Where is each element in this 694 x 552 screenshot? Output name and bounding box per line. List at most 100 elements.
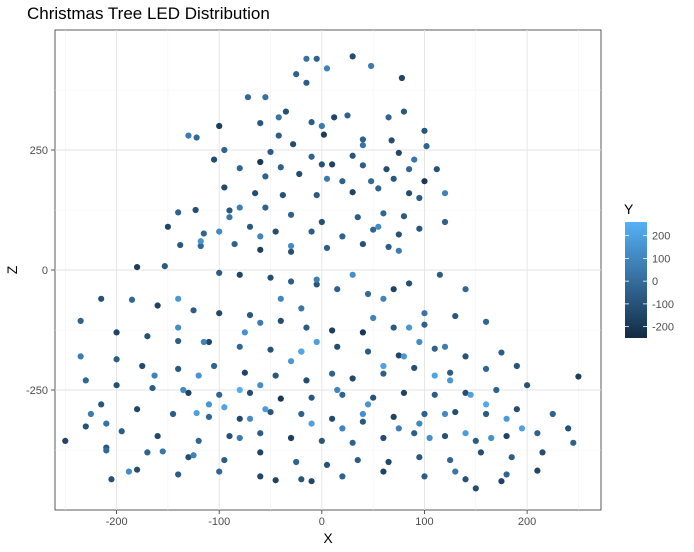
data-point bbox=[236, 343, 243, 350]
data-point bbox=[441, 343, 449, 350]
data-point bbox=[359, 142, 366, 149]
data-point bbox=[313, 281, 320, 288]
data-point bbox=[216, 122, 223, 130]
data-point bbox=[293, 458, 300, 466]
data-point bbox=[395, 231, 402, 238]
data-point bbox=[308, 228, 315, 235]
data-point bbox=[244, 94, 252, 101]
data-point bbox=[423, 143, 430, 150]
data-point bbox=[175, 324, 182, 331]
data-point bbox=[390, 286, 397, 293]
data-point bbox=[257, 120, 264, 127]
x-axis: -200 -100 0 100 200 bbox=[106, 510, 536, 528]
data-point bbox=[477, 449, 485, 456]
data-point bbox=[339, 178, 346, 185]
data-point bbox=[323, 65, 331, 72]
data-point bbox=[323, 175, 331, 182]
x-tick-label: 0 bbox=[319, 516, 325, 528]
data-point bbox=[359, 162, 366, 169]
data-point bbox=[262, 173, 269, 180]
data-point bbox=[400, 108, 408, 115]
data-point bbox=[380, 370, 387, 377]
data-point bbox=[195, 372, 202, 379]
data-point bbox=[364, 348, 372, 355]
data-point bbox=[493, 386, 500, 394]
data-point bbox=[331, 114, 338, 121]
data-point bbox=[431, 391, 438, 398]
data-point bbox=[421, 127, 428, 134]
data-point bbox=[134, 264, 141, 271]
data-point bbox=[221, 456, 228, 464]
data-point bbox=[303, 324, 310, 331]
data-point bbox=[98, 401, 105, 408]
data-point bbox=[246, 415, 254, 422]
data-point bbox=[416, 225, 423, 232]
data-point bbox=[462, 476, 469, 483]
data-point bbox=[298, 410, 305, 418]
data-point bbox=[359, 410, 366, 418]
data-point bbox=[359, 329, 366, 336]
data-point bbox=[193, 409, 200, 417]
data-point bbox=[405, 166, 413, 173]
data-point bbox=[87, 410, 95, 418]
data-point bbox=[205, 413, 213, 420]
data-point bbox=[416, 338, 423, 346]
data-point bbox=[334, 386, 341, 394]
data-point bbox=[216, 269, 223, 276]
data-point bbox=[134, 406, 141, 413]
data-point bbox=[349, 375, 356, 382]
data-point bbox=[334, 286, 341, 293]
data-point bbox=[380, 434, 387, 442]
data-point bbox=[349, 53, 356, 60]
data-point bbox=[262, 94, 269, 101]
data-point bbox=[144, 333, 151, 340]
data-point bbox=[339, 473, 346, 480]
data-point bbox=[257, 430, 264, 437]
data-point bbox=[303, 55, 310, 62]
data-point bbox=[313, 192, 320, 199]
data-point bbox=[303, 377, 310, 384]
data-point bbox=[108, 476, 115, 483]
x-tick-label: 100 bbox=[415, 516, 433, 528]
data-point bbox=[364, 401, 372, 408]
data-point bbox=[462, 286, 469, 293]
data-point bbox=[447, 377, 454, 384]
data-point bbox=[231, 240, 238, 248]
data-point bbox=[134, 466, 141, 473]
data-point bbox=[431, 372, 438, 379]
legend-tick-label: 100 bbox=[652, 253, 670, 265]
data-point bbox=[257, 158, 264, 166]
data-point bbox=[441, 410, 449, 418]
data-point bbox=[472, 485, 479, 492]
data-point bbox=[290, 141, 297, 148]
data-point bbox=[482, 318, 490, 325]
data-point bbox=[385, 114, 392, 121]
data-point bbox=[236, 204, 243, 211]
x-tick-label: -200 bbox=[106, 516, 128, 528]
data-point bbox=[395, 247, 402, 254]
data-point bbox=[313, 338, 320, 346]
data-point bbox=[236, 386, 243, 394]
data-point bbox=[426, 434, 433, 442]
x-axis-title: X bbox=[323, 530, 333, 546]
data-point bbox=[275, 132, 282, 139]
data-point bbox=[318, 437, 325, 444]
data-point bbox=[303, 79, 310, 86]
data-point bbox=[257, 382, 264, 389]
data-point bbox=[241, 329, 248, 336]
data-point bbox=[118, 428, 125, 435]
data-point bbox=[287, 358, 295, 365]
x-tick-label: -100 bbox=[208, 516, 230, 528]
data-point bbox=[287, 242, 295, 250]
data-point bbox=[339, 425, 346, 432]
data-point bbox=[308, 420, 315, 427]
data-points bbox=[62, 53, 582, 492]
data-point bbox=[375, 223, 382, 230]
data-point bbox=[272, 228, 279, 235]
data-point bbox=[416, 454, 423, 461]
data-point bbox=[308, 153, 315, 160]
data-point bbox=[334, 343, 341, 350]
data-point bbox=[462, 353, 469, 360]
data-point bbox=[262, 406, 269, 413]
data-point bbox=[380, 295, 387, 302]
